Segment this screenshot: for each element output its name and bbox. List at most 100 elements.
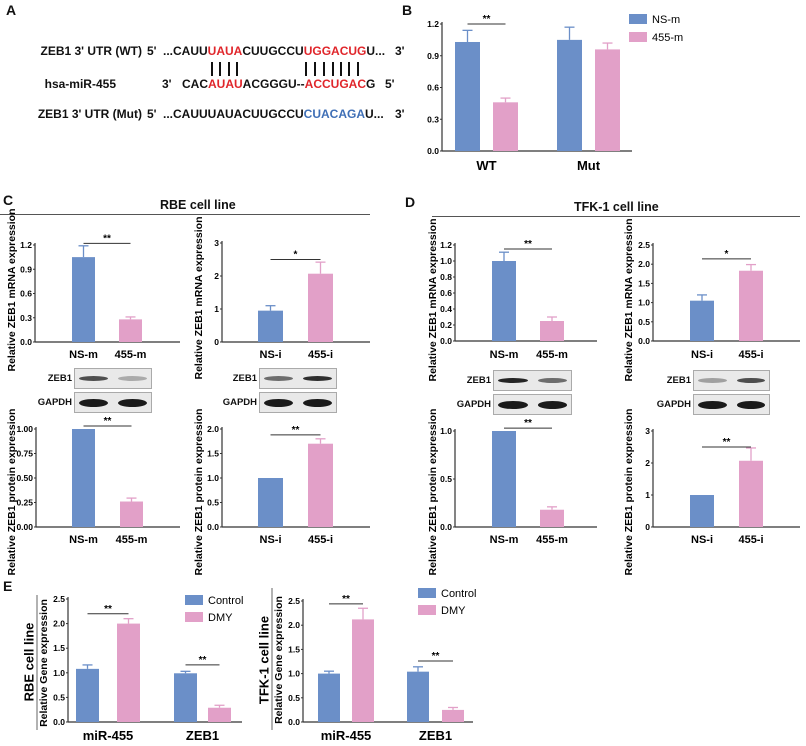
- significance-marker: **: [292, 425, 300, 436]
- sequence-segment: ACGGGU--: [242, 77, 305, 91]
- sequence-segment: G: [366, 77, 376, 91]
- blot-gapdh: [259, 392, 337, 413]
- cell-line-label: TFK-1 cell line: [256, 616, 271, 704]
- bar: [557, 39, 582, 151]
- blot-band: [79, 376, 108, 381]
- legend-label: DMY: [208, 612, 233, 624]
- x-tick-label: NS-i: [691, 534, 713, 546]
- x-tick-label: 455-i: [738, 534, 763, 546]
- y-tick-label: 1: [645, 490, 650, 500]
- bar: [117, 623, 140, 722]
- legend-label: Control: [441, 588, 476, 600]
- y-tick-label: 0.75: [16, 449, 33, 459]
- blot-band: [537, 401, 567, 409]
- mutated-segment: CUACAGA: [303, 107, 366, 121]
- x-tick-label: ZEB1: [419, 728, 452, 743]
- significance-marker: **: [199, 655, 207, 666]
- legend-label: DMY: [441, 605, 466, 617]
- blot-band: [264, 399, 293, 407]
- bar: [690, 495, 714, 527]
- seed-match-segment: UAUA: [207, 44, 243, 58]
- base-pair-line: [323, 62, 325, 76]
- blot-label: GAPDH: [37, 397, 72, 408]
- panel-letter-e: E: [3, 578, 13, 594]
- significance-marker: **: [723, 437, 731, 448]
- y-tick-label: 3: [214, 238, 219, 248]
- y-tick-label: 0.0: [427, 146, 439, 156]
- y-tick-label: 2.5: [288, 596, 300, 606]
- y-tick-label: 1.0: [638, 298, 650, 308]
- y-tick-label: 1.0: [440, 256, 452, 266]
- y-tick-label: 1.0: [288, 669, 300, 679]
- base-pair-line: [236, 62, 238, 76]
- base-pair-line: [305, 62, 307, 76]
- sequence-segment: CUUGCCU: [242, 44, 304, 58]
- blot-zeb1: [74, 368, 152, 389]
- bar: [318, 673, 340, 722]
- base-pair-line: [348, 62, 350, 76]
- y-axis-label: Relative ZEB1 mRNA expression: [6, 208, 18, 371]
- y-tick-label: 0: [214, 337, 219, 347]
- seed-match-segment: UGGACUG: [303, 44, 367, 58]
- bar: [493, 102, 518, 151]
- y-tick-label: 2: [645, 458, 650, 468]
- seq-end-left: 5': [147, 44, 157, 58]
- section-title-rbe: RBE cell line: [160, 198, 236, 212]
- y-axis-label: Relative ZEB1 protein expression: [193, 409, 205, 576]
- base-pair-line: [219, 62, 221, 76]
- bar: [258, 310, 283, 342]
- y-tick-label: 0.0: [288, 717, 300, 727]
- blot-band: [118, 376, 147, 381]
- panel-letter-a: A: [6, 2, 17, 18]
- y-tick-label: 1.0: [53, 668, 65, 678]
- base-pair-line: [357, 62, 359, 76]
- x-tick-label: NS-i: [691, 349, 713, 361]
- blot-zeb1: [493, 370, 572, 391]
- y-tick-label: 0.4: [440, 304, 452, 314]
- blot-gapdh: [74, 392, 152, 413]
- blot-band: [303, 376, 332, 381]
- y-tick-label: 1.2: [427, 19, 439, 29]
- x-tick-label: 455-i: [308, 534, 333, 546]
- bar: [442, 709, 464, 722]
- y-tick-label: 0.2: [440, 320, 452, 330]
- base-pair-line: [211, 62, 213, 76]
- base-pair-line: [228, 62, 230, 76]
- bar: [308, 443, 333, 527]
- significance-marker: **: [432, 651, 440, 662]
- y-tick-label: 0.6: [440, 288, 452, 298]
- sequence-segment: ...CAUUUAUACUUGCCU: [163, 107, 304, 121]
- x-tick-label: miR-455: [83, 728, 134, 743]
- bar: [174, 673, 197, 722]
- bar: [540, 509, 564, 527]
- x-tick-label: WT: [476, 158, 496, 173]
- seed-match-segment: ACCUGAC: [304, 77, 367, 91]
- y-tick-label: 1.2: [20, 240, 32, 250]
- base-pair-line: [314, 62, 316, 76]
- bar: [352, 619, 374, 722]
- bar: [739, 460, 763, 527]
- blot-band: [264, 376, 293, 381]
- legend-swatch: [185, 612, 203, 622]
- x-tick-label: miR-455: [321, 728, 372, 743]
- y-tick-label: 0.5: [638, 317, 650, 327]
- y-tick-label: 1.5: [638, 278, 650, 288]
- y-tick-label: 0.25: [16, 498, 33, 508]
- bar: [540, 321, 564, 341]
- panel-letter-b: B: [402, 2, 413, 18]
- y-tick-label: 0.5: [207, 498, 219, 508]
- legend-swatch: [629, 14, 647, 24]
- section-title-tfk1: TFK-1 cell line: [574, 200, 659, 214]
- blot-band: [498, 378, 528, 383]
- y-tick-label: 1.0: [440, 426, 452, 436]
- seq-end-right: 5': [385, 77, 395, 91]
- y-tick-label: 0.0: [207, 522, 219, 532]
- cell-line-label: RBE cell line: [21, 623, 36, 702]
- y-axis-label: Relative ZEB1 mRNA expression: [427, 218, 439, 381]
- y-tick-label: 2.5: [53, 594, 65, 604]
- y-tick-label: 0.9: [20, 264, 32, 274]
- blot-zeb1: [693, 370, 770, 391]
- blot-zeb1: [259, 368, 337, 389]
- blot-label: ZEB1: [47, 373, 72, 384]
- y-tick-label: 2.0: [638, 259, 650, 269]
